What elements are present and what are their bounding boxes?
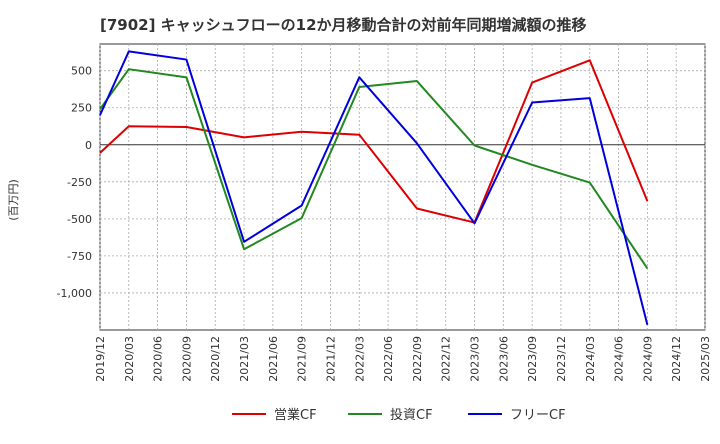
x-tick-label: 2024/09 (641, 336, 654, 382)
x-tick-label: 2021/12 (324, 336, 337, 382)
x-axis-ticks: 2019/12 2020/03 2020/06 2020/09 2020/12 2021/… (94, 336, 712, 382)
x-tick-label: 2023/03 (469, 336, 482, 382)
y-tick-label: 500 (71, 65, 92, 78)
series-line-営業CF (99, 59, 649, 224)
legend: 営業CF 投資CF フリーCF (232, 407, 566, 423)
chart-title: [7902] キャッシュフローの12か月移動合計の対前年同期増減額の推移 (100, 16, 587, 34)
x-tick-label: 2023/06 (497, 336, 510, 382)
legend-label: フリーCF (510, 408, 566, 423)
plot-area (99, 43, 706, 331)
x-tick-label: 2025/03 (699, 336, 712, 382)
y-tick-label: -250 (67, 176, 92, 189)
series-line-フリーCF (99, 50, 649, 326)
x-tick-label: 2024/12 (670, 336, 683, 382)
x-tick-label: 2020/06 (152, 336, 165, 382)
x-tick-label: 2022/12 (440, 336, 453, 382)
x-tick-label: 2020/12 (209, 336, 222, 382)
y-tick-label: -1,000 (57, 287, 92, 300)
x-tick-label: 2021/09 (296, 336, 309, 382)
legend-label: 営業CF (274, 407, 317, 423)
x-tick-label: 2021/06 (267, 336, 280, 382)
y-tick-label: 250 (71, 102, 92, 115)
y-axis-ticks: 500 250 0 -250 -500 -750 -1,000 (57, 65, 92, 300)
x-tick-label: 2023/09 (526, 336, 539, 382)
x-tick-label: 2022/03 (353, 336, 366, 382)
x-tick-label: 2020/03 (123, 336, 136, 382)
x-tick-label: 2022/06 (382, 336, 395, 382)
y-axis-label: (百万円) (7, 179, 20, 221)
x-tick-label: 2022/09 (411, 336, 424, 382)
x-tick-label: 2024/06 (613, 336, 626, 382)
y-tick-label: 0 (85, 139, 92, 152)
x-tick-label: 2020/09 (180, 336, 193, 382)
x-tick-label: 2024/03 (584, 336, 597, 382)
data-series (99, 50, 649, 326)
x-tick-label: 2023/12 (555, 336, 568, 382)
x-tick-label: 2019/12 (94, 336, 107, 382)
y-tick-label: -500 (67, 213, 92, 226)
x-tick-label: 2021/03 (238, 336, 251, 382)
legend-label: 投資CF (390, 407, 433, 423)
series-line-投資CF (99, 68, 649, 270)
y-tick-label: -750 (67, 250, 92, 263)
